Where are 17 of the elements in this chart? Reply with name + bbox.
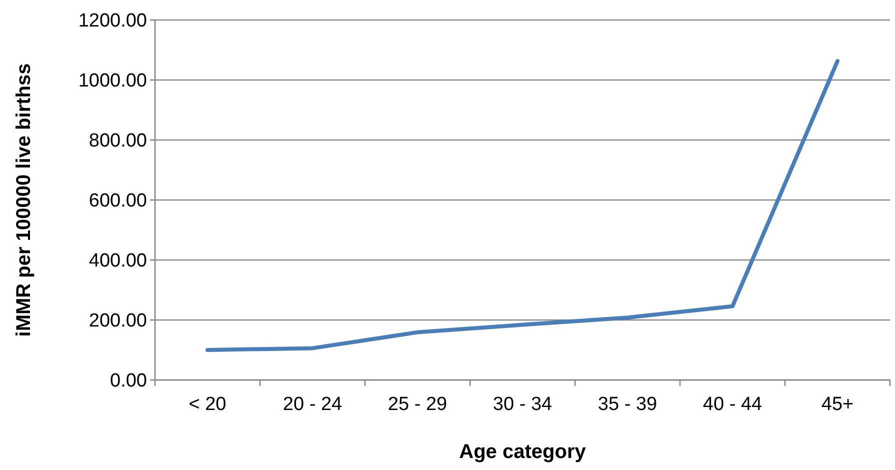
x-axis-title: Age category [459, 441, 587, 463]
x-tick-label: 45+ [821, 394, 854, 415]
y-tick-label: 1000.00 [78, 70, 147, 92]
x-tick-label: < 20 [188, 394, 226, 415]
y-tick-label: 1200.00 [78, 10, 147, 32]
x-tick-label: 30 - 34 [492, 394, 553, 415]
y-tick-label: 400.00 [88, 250, 147, 272]
x-tick-label: 25 - 29 [388, 394, 448, 415]
y-tick-label: 0.00 [110, 370, 147, 392]
x-tick-label: 40 - 44 [702, 394, 763, 415]
y-axis-title: iMMR per 100000 live birthss [13, 63, 35, 337]
y-tick-label: 200.00 [88, 310, 147, 332]
x-tick-label: 20 - 24 [282, 394, 343, 415]
y-tick-label: 800.00 [88, 130, 147, 152]
line-series [206, 59, 840, 352]
x-tick-label: 35 - 39 [598, 394, 658, 415]
y-tick-label: 600.00 [88, 190, 147, 212]
